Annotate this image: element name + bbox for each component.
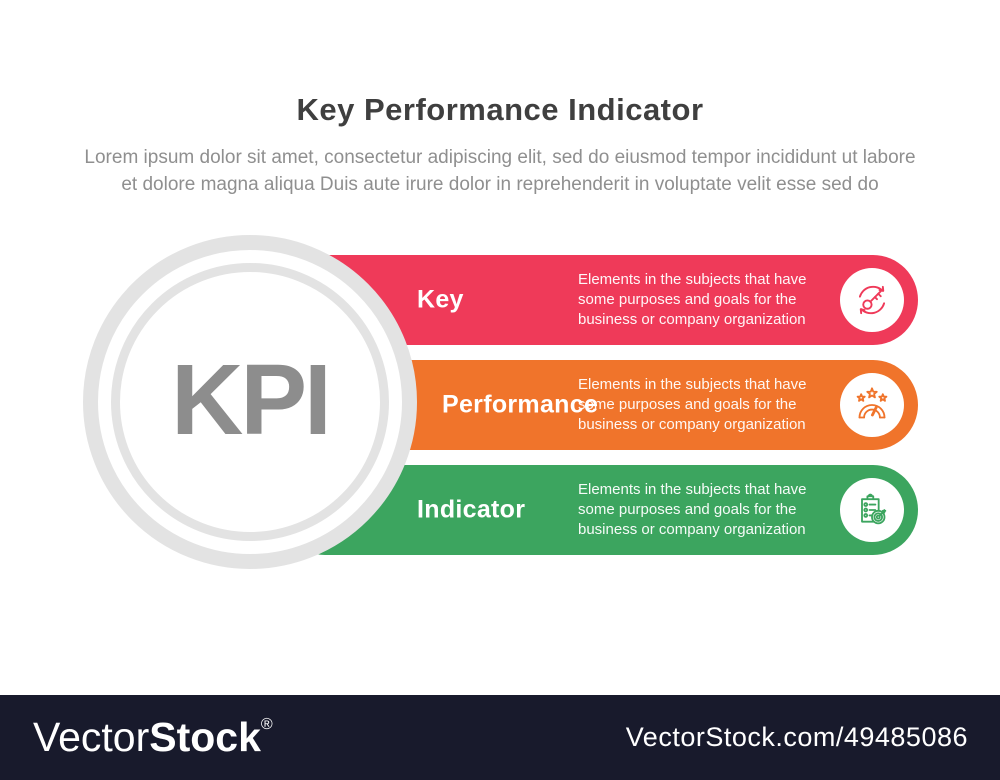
subtitle-line-1: Lorem ipsum dolor sit amet, consectetur … (84, 147, 916, 168)
page-subtitle: Lorem ipsum dolor sit amet, consectetur … (0, 144, 1000, 198)
page-title: Key Performance Indicator (296, 92, 704, 127)
kpi-center-label: KPI (171, 343, 332, 456)
header: Key Performance Indicator Lorem ipsum do… (0, 0, 1000, 198)
brand-bold-text: Stock (149, 714, 261, 760)
indicator-icon-badge (840, 478, 904, 542)
performance-icon-badge (840, 373, 904, 437)
kpi-row-indicator: Indicator Elements in the subjects that … (280, 465, 918, 555)
watermark-bar: VectorStock® VectorStock.com/49485086 (0, 695, 1000, 780)
row-description-indicator: Elements in the subjects that have some … (578, 481, 807, 538)
brand-light-text: Vector (33, 714, 150, 760)
row-label-key: Key (417, 285, 464, 314)
row-label-performance: Performance (442, 390, 599, 419)
row-label-indicator: Indicator (417, 495, 526, 524)
kpi-inner-ring (111, 263, 389, 541)
registered-mark: ® (260, 716, 273, 733)
row-description-key: Elements in the subjects that have some … (578, 271, 807, 328)
key-icon-badge (840, 268, 904, 332)
kpi-center-circle: KPI (83, 235, 417, 569)
kpi-row-key: Key Elements in the subjects that have s… (280, 255, 918, 345)
subtitle-line-2: et dolore magna aliqua Duis aute irure d… (121, 174, 879, 195)
key-rotation-icon (852, 280, 892, 320)
row-description-performance: Elements in the subjects that have some … (578, 376, 807, 433)
clipboard-target-icon (852, 490, 892, 530)
vectorstock-logo: VectorStock® (33, 714, 273, 761)
watermark-url: VectorStock.com/49485086 (625, 722, 968, 752)
gauge-stars-icon (852, 385, 892, 425)
